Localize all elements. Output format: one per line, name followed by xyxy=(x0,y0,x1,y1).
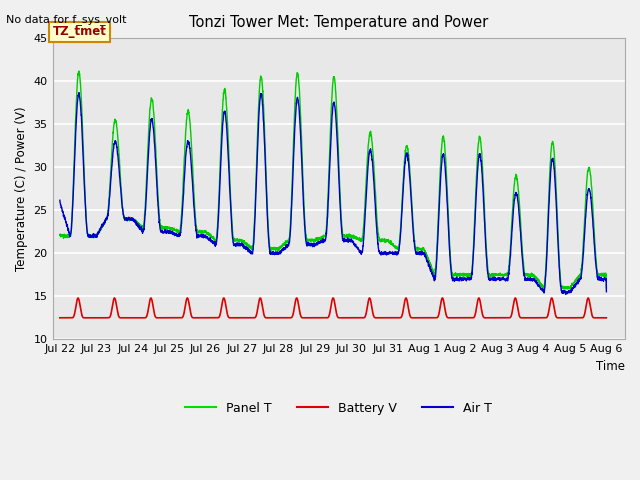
X-axis label: Time: Time xyxy=(596,360,625,373)
Battery V xyxy=(151,312,159,318)
Air T xyxy=(151,144,159,150)
Panel T xyxy=(151,128,159,134)
Line: Panel T: Panel T xyxy=(60,71,606,289)
Battery V xyxy=(533,315,541,321)
Panel T xyxy=(266,244,273,250)
Panel T xyxy=(564,286,572,292)
Air T xyxy=(533,281,541,287)
Air T xyxy=(592,264,600,269)
Battery V xyxy=(266,315,273,321)
Air T xyxy=(562,291,570,297)
Panel T xyxy=(592,255,600,261)
Panel T xyxy=(56,232,63,238)
Panel T xyxy=(75,68,83,74)
Air T xyxy=(289,161,297,167)
Title: Tonzi Tower Met: Temperature and Power: Tonzi Tower Met: Temperature and Power xyxy=(189,15,488,30)
Battery V xyxy=(74,295,82,301)
Legend: Panel T, Battery V, Air T: Panel T, Battery V, Air T xyxy=(180,397,497,420)
Air T xyxy=(266,246,273,252)
Panel T xyxy=(289,146,297,152)
Y-axis label: Temperature (C) / Power (V): Temperature (C) / Power (V) xyxy=(15,107,28,271)
Text: TZ_tmet: TZ_tmet xyxy=(52,25,106,38)
Battery V xyxy=(56,315,63,321)
Battery V xyxy=(289,311,297,316)
Battery V xyxy=(592,315,600,321)
Air T xyxy=(75,90,83,96)
Battery V xyxy=(118,315,126,321)
Air T xyxy=(56,197,63,203)
Line: Battery V: Battery V xyxy=(60,298,606,318)
Line: Air T: Air T xyxy=(60,93,606,294)
Panel T xyxy=(533,278,541,284)
Panel T xyxy=(602,285,610,290)
Air T xyxy=(118,205,126,211)
Text: No data for f_sys_volt: No data for f_sys_volt xyxy=(6,14,127,25)
Battery V xyxy=(602,315,610,321)
Panel T xyxy=(118,203,126,208)
Air T xyxy=(602,289,610,295)
